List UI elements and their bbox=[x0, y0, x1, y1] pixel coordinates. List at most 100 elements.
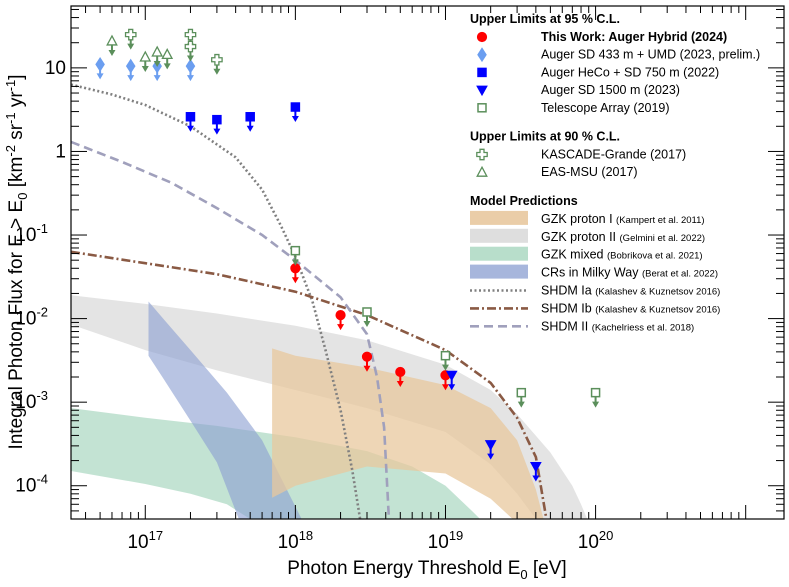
upper-limit-arrow-head bbox=[291, 116, 299, 123]
legend-marker-auger-sd-433-m-umd-2023-prelim bbox=[477, 47, 487, 63]
legend-label-shdm-ii: SHDM II (Kachelriess et al. 2018) bbox=[541, 319, 694, 333]
axis-tick-labels: 1017 1018 1019 1020 10 1 10-1 10-2 10-3 10-4 bbox=[15, 58, 613, 553]
legend-label-shdm-ia: SHDM Ia (Kalashev & Kuznetsov 2016) bbox=[541, 284, 720, 298]
y-tick-label: 10-2 bbox=[15, 305, 48, 330]
upper-limit-arrow-head bbox=[96, 73, 104, 80]
band-gzk-proton-ii bbox=[71, 295, 588, 519]
data-point-auger-heco-sd-750-m-2022-3 bbox=[245, 112, 255, 122]
legend-entry-gzk-mixed: GZK mixed (Bobrikova et al. 2021) bbox=[470, 246, 703, 262]
upper-limit-arrow-head bbox=[448, 384, 456, 391]
data-point-kascade-grande-2017-3 bbox=[184, 40, 197, 53]
upper-limit-arrow-head bbox=[163, 63, 171, 70]
legend-entry-shdm-ia: SHDM Ia (Kalashev & Kuznetsov 2016) bbox=[470, 284, 720, 298]
data-point-this-work-auger-hybrid-2024-3 bbox=[361, 351, 373, 362]
legend-entry-this-work-auger-hybrid-2024: This Work: Auger Hybrid (2024) bbox=[476, 30, 727, 44]
band-crs-in-milky-way bbox=[148, 301, 302, 519]
data-point-kascade-grande-2017-4 bbox=[211, 53, 223, 66]
series-auger-heco-sd-750-m-2022 bbox=[185, 102, 301, 135]
upper-limit-arrow-head bbox=[213, 128, 221, 135]
legend-entry-shdm-ib: SHDM Ib (Kalashev & Kuznetsov 2016) bbox=[470, 301, 720, 315]
legend-entry-auger-heco-sd-750-m-2022: Auger HeCo + SD 750 m (2022) bbox=[477, 65, 719, 79]
upper-limit-arrow-head bbox=[517, 401, 525, 408]
data-point-telescope-array-2019-2 bbox=[362, 307, 372, 317]
legend-swatch-crs-in-milky-way bbox=[470, 264, 528, 279]
series-eas-msu-2017 bbox=[106, 34, 174, 72]
upper-limit-markers bbox=[95, 28, 601, 482]
x-tick-label: 1019 bbox=[428, 528, 464, 553]
series-auger-sd-1500-m-2023 bbox=[445, 370, 542, 482]
data-point-auger-sd-433-m-umd-2023-prelim-2 bbox=[125, 58, 136, 74]
legend-label-auger-heco-sd-750-m-2022: Auger HeCo + SD 750 m (2022) bbox=[541, 65, 719, 79]
legend-marker-kascade-grande-2017 bbox=[476, 148, 488, 161]
legend-heading-model-predictions: Model Predictions bbox=[470, 194, 578, 208]
data-point-eas-msu-2017-3 bbox=[151, 45, 164, 57]
legend-entry-gzk-proton-ii: GZK proton II (Gelmini et al. 2022) bbox=[470, 228, 705, 244]
legend: Upper Limits at 95 % C.L. This Work: Auge… bbox=[470, 12, 760, 333]
line-shdm-ia bbox=[71, 83, 362, 519]
data-point-auger-heco-sd-750-m-2022-2 bbox=[212, 114, 222, 125]
upper-limit-arrow-head bbox=[441, 364, 449, 371]
legend-entry-auger-sd-1500-m-2023: Auger SD 1500 m (2023) bbox=[476, 83, 680, 97]
data-point-kascade-grande-2017-2 bbox=[184, 28, 197, 41]
series-this-work-auger-hybrid-2024 bbox=[290, 263, 451, 391]
y-tick-label: 10-4 bbox=[15, 472, 48, 497]
legend-swatch-gzk-proton-i bbox=[470, 210, 528, 225]
legend-label-crs-in-milky-way: CRs in Milky Way (Berat et al. 2022) bbox=[541, 266, 718, 280]
legend-marker-eas-msu-2017 bbox=[476, 165, 488, 177]
x-axis-title: Photon Energy Threshold E0 [eV] bbox=[287, 558, 566, 582]
upper-limit-arrow-head bbox=[487, 453, 495, 460]
y-tick-label: 10 bbox=[45, 58, 66, 79]
legend-label-auger-sd-433-m-umd-2023-prelim: Auger SD 433 m + UMD (2023, prelim.) bbox=[541, 48, 760, 62]
data-point-telescope-array-2019-1 bbox=[290, 245, 301, 256]
upper-limit-arrow-head bbox=[363, 365, 371, 372]
data-point-kascade-grande-2017-1 bbox=[124, 28, 137, 41]
upper-limit-arrow-head bbox=[291, 277, 299, 284]
data-point-this-work-auger-hybrid-2024-2 bbox=[335, 310, 346, 321]
legend-label-this-work-auger-hybrid-2024: This Work: Auger Hybrid (2024) bbox=[541, 30, 727, 44]
y-tick-label: 10-1 bbox=[15, 221, 48, 246]
data-point-eas-msu-2017-1 bbox=[106, 34, 118, 46]
legend-label-auger-sd-1500-m-2023: Auger SD 1500 m (2023) bbox=[541, 83, 680, 97]
upper-limit-arrow-head bbox=[153, 75, 161, 82]
legend-entry-eas-msu-2017: EAS-MSU (2017) bbox=[476, 165, 638, 179]
plot-frame bbox=[70, 5, 785, 520]
legend-entry-gzk-proton-i: GZK proton I (Kampert et al. 2011) bbox=[470, 210, 705, 226]
data-point-auger-heco-sd-750-m-2022-4 bbox=[290, 102, 301, 112]
upper-limit-arrow-head bbox=[246, 125, 254, 132]
upper-limit-arrow-head bbox=[186, 55, 194, 62]
data-point-auger-heco-sd-750-m-2022-1 bbox=[185, 112, 196, 122]
data-point-telescope-array-2019-5 bbox=[590, 387, 601, 398]
legend-marker-auger-heco-sd-750-m-2022 bbox=[477, 67, 487, 78]
upper-limit-arrow-head bbox=[141, 65, 149, 72]
legend-swatch-gzk-mixed bbox=[470, 246, 528, 261]
upper-limit-arrow-head bbox=[396, 380, 404, 387]
x-tick-label: 1017 bbox=[127, 528, 163, 553]
legend-label-eas-msu-2017: EAS-MSU (2017) bbox=[541, 165, 638, 179]
line-shdm-ib bbox=[71, 250, 548, 519]
legend-swatch-gzk-proton-ii bbox=[470, 228, 528, 243]
upper-limit-arrow-head bbox=[127, 75, 135, 82]
legend-marker-telescope-array-2019 bbox=[477, 103, 487, 113]
legend-entry-kascade-grande-2017: KASCADE-Grande (2017) bbox=[476, 148, 686, 162]
y-tick-label: 1 bbox=[55, 141, 66, 162]
upper-limit-arrow-head bbox=[186, 75, 194, 82]
legend-label-telescope-array-2019: Telescope Array (2019) bbox=[541, 101, 670, 115]
data-point-this-work-auger-hybrid-2024-4 bbox=[395, 366, 406, 378]
legend-entry-telescope-array-2019: Telescope Array (2019) bbox=[477, 101, 670, 115]
upper-limit-arrow-head bbox=[213, 68, 221, 75]
legend-marker-this-work-auger-hybrid-2024 bbox=[476, 31, 488, 43]
y-tick-label: 10-3 bbox=[15, 388, 48, 413]
legend-marker-auger-sd-1500-m-2023 bbox=[476, 85, 488, 97]
legend-label-gzk-mixed: GZK mixed (Bobrikova et al. 2021) bbox=[541, 248, 703, 262]
upper-limit-arrow-head bbox=[153, 60, 161, 67]
legend-entry-shdm-ii: SHDM II (Kachelriess et al. 2018) bbox=[470, 319, 694, 333]
legend-heading-upper-limits-at-95-c-l: Upper Limits at 95 % C.L. bbox=[470, 12, 620, 26]
data-point-auger-sd-1500-m-2023-2 bbox=[484, 440, 497, 451]
upper-limit-arrow-head bbox=[441, 384, 449, 391]
model-bands bbox=[71, 295, 588, 519]
upper-limit-arrow-head bbox=[291, 259, 299, 266]
upper-limit-arrow-head bbox=[108, 49, 116, 56]
data-point-auger-sd-1500-m-2023-3 bbox=[530, 461, 542, 473]
data-point-auger-sd-433-m-umd-2023-prelim-1 bbox=[95, 56, 105, 72]
upper-limit-arrow-head bbox=[186, 125, 194, 132]
